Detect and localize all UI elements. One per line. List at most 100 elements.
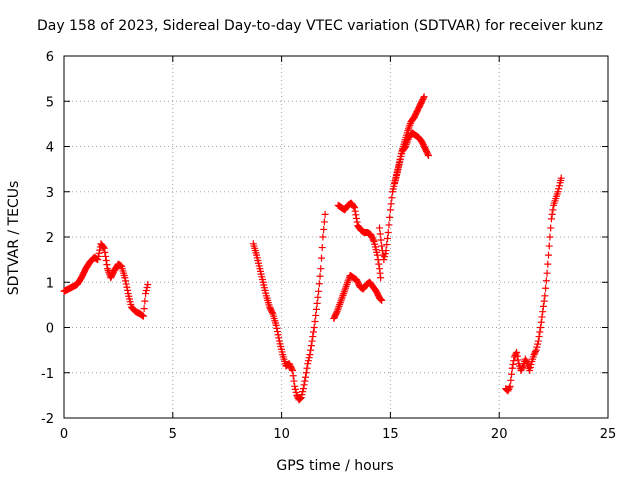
data-point bbox=[376, 295, 384, 303]
data-point bbox=[537, 324, 545, 331]
data-point bbox=[382, 247, 390, 255]
data-point bbox=[378, 242, 386, 250]
data-point bbox=[315, 287, 323, 295]
y-tick-label: -2 bbox=[41, 412, 54, 427]
data-point bbox=[142, 290, 150, 298]
data-point bbox=[123, 283, 131, 291]
data-point bbox=[100, 243, 108, 251]
data-point bbox=[536, 328, 544, 336]
data-point bbox=[542, 277, 550, 285]
data-point bbox=[290, 377, 298, 385]
y-tick-label: 0 bbox=[46, 322, 54, 337]
data-point bbox=[320, 218, 328, 226]
data-point bbox=[95, 249, 103, 257]
data-point bbox=[541, 292, 549, 300]
data-point bbox=[538, 313, 546, 321]
data-point bbox=[540, 297, 548, 305]
data-point bbox=[313, 299, 321, 307]
data-point bbox=[297, 394, 305, 402]
data-point bbox=[543, 269, 551, 277]
data-point bbox=[396, 156, 404, 164]
data-point bbox=[420, 93, 428, 101]
data-point bbox=[510, 357, 518, 365]
data-point bbox=[555, 182, 563, 190]
data-point bbox=[299, 388, 307, 396]
data-point bbox=[351, 207, 359, 215]
data-point bbox=[548, 210, 556, 218]
data-point bbox=[139, 312, 147, 320]
data-point bbox=[419, 94, 427, 102]
y-tick-label: 1 bbox=[46, 276, 54, 291]
plot-frame bbox=[63, 55, 609, 419]
data-point bbox=[308, 337, 316, 345]
data-point bbox=[268, 309, 276, 317]
data-point bbox=[505, 384, 513, 392]
data-point bbox=[505, 385, 513, 393]
data-point bbox=[508, 370, 516, 378]
y-tick-label: 6 bbox=[46, 50, 54, 65]
data-point bbox=[305, 354, 313, 362]
data-points bbox=[60, 93, 565, 404]
data-point bbox=[101, 248, 109, 256]
data-point bbox=[304, 357, 312, 365]
x-tick-label: 0 bbox=[60, 427, 68, 442]
data-point bbox=[298, 391, 306, 399]
data-point bbox=[545, 251, 553, 259]
data-point bbox=[507, 376, 515, 384]
data-point bbox=[377, 274, 385, 282]
data-point bbox=[394, 165, 402, 173]
data-point bbox=[514, 356, 522, 364]
series-segment-7 bbox=[502, 174, 565, 395]
data-point bbox=[531, 349, 539, 357]
data-point bbox=[102, 252, 110, 260]
data-point bbox=[309, 333, 317, 341]
data-point bbox=[542, 284, 550, 292]
data-point bbox=[317, 265, 325, 273]
data-point bbox=[526, 366, 534, 374]
data-point bbox=[380, 256, 388, 264]
data-point bbox=[319, 233, 327, 241]
data-point bbox=[315, 280, 323, 288]
data-point bbox=[375, 260, 383, 268]
data-point bbox=[350, 204, 358, 212]
data-point bbox=[275, 334, 283, 342]
data-point bbox=[506, 382, 514, 390]
data-point bbox=[310, 328, 318, 336]
x-tick-label: 10 bbox=[273, 427, 290, 442]
data-point bbox=[306, 351, 314, 359]
data-point bbox=[302, 369, 310, 377]
y-axis-label: SDTVAR / TECUs bbox=[6, 181, 22, 296]
data-point bbox=[424, 152, 432, 160]
data-point bbox=[533, 343, 541, 351]
data-point bbox=[383, 241, 391, 249]
data-point bbox=[274, 331, 282, 339]
y-tick-label: -1 bbox=[41, 367, 54, 382]
data-point bbox=[384, 228, 392, 236]
data-point bbox=[103, 261, 111, 269]
data-point bbox=[377, 296, 385, 304]
series-segment-4 bbox=[334, 199, 385, 282]
x-axis-label: GPS time / hours bbox=[276, 458, 393, 474]
grid bbox=[64, 56, 608, 418]
data-point bbox=[387, 200, 395, 208]
data-point bbox=[142, 287, 150, 295]
data-point bbox=[314, 293, 322, 301]
data-point bbox=[316, 272, 324, 280]
data-point bbox=[377, 236, 385, 244]
data-point bbox=[311, 317, 319, 325]
x-tick-label: 20 bbox=[491, 427, 508, 442]
data-point bbox=[555, 185, 563, 193]
data-point bbox=[549, 206, 557, 214]
x-tick-label: 5 bbox=[169, 427, 177, 442]
data-point bbox=[522, 357, 530, 365]
data-point bbox=[386, 213, 394, 221]
data-point bbox=[100, 244, 108, 252]
data-point bbox=[143, 284, 151, 292]
data-point bbox=[424, 150, 432, 158]
data-point bbox=[307, 342, 315, 350]
data-point bbox=[122, 277, 130, 285]
x-tick-label: 25 bbox=[600, 427, 617, 442]
data-point bbox=[288, 365, 296, 373]
y-tick-label: 4 bbox=[46, 141, 54, 156]
data-point bbox=[310, 324, 318, 331]
